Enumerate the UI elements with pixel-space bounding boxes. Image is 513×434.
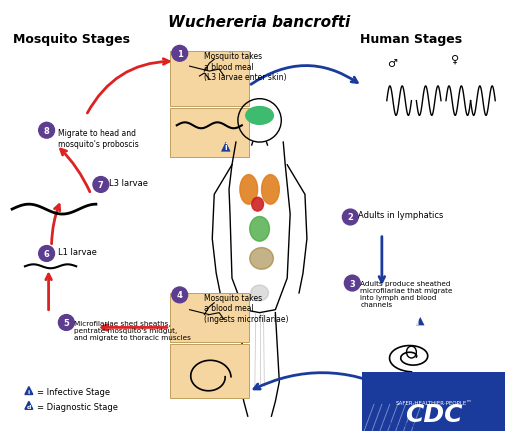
Text: SAFER·HEALTHIER·PEOPLE™: SAFER·HEALTHIER·PEOPLE™ xyxy=(396,400,472,405)
Polygon shape xyxy=(25,387,33,395)
Text: Wuchereria bancrofti: Wuchereria bancrofti xyxy=(168,15,351,30)
Ellipse shape xyxy=(250,217,269,242)
Text: Adults produce sheathed
microfilariae that migrate
into lymph and blood
channels: Adults produce sheathed microfilariae th… xyxy=(360,280,452,307)
Circle shape xyxy=(38,123,54,139)
Text: Migrate to head and
mosquito's proboscis: Migrate to head and mosquito's proboscis xyxy=(58,129,139,148)
Text: Human Stages: Human Stages xyxy=(360,33,463,46)
Circle shape xyxy=(38,246,54,262)
Text: d: d xyxy=(27,404,31,409)
Text: d: d xyxy=(414,319,419,325)
Text: CDC: CDC xyxy=(405,402,463,426)
Text: Adults in lymphatics: Adults in lymphatics xyxy=(358,210,444,219)
Text: ♂: ♂ xyxy=(387,59,397,69)
Polygon shape xyxy=(25,401,33,409)
Circle shape xyxy=(344,276,360,291)
Text: 5: 5 xyxy=(64,318,69,327)
Text: 7: 7 xyxy=(98,181,104,190)
Text: 6: 6 xyxy=(44,250,50,258)
FancyBboxPatch shape xyxy=(170,52,249,106)
FancyBboxPatch shape xyxy=(170,293,249,342)
FancyBboxPatch shape xyxy=(362,372,505,431)
Text: ♀: ♀ xyxy=(451,54,459,64)
Text: ▲: ▲ xyxy=(221,138,231,151)
Text: 1: 1 xyxy=(177,50,183,59)
Ellipse shape xyxy=(252,198,264,212)
Circle shape xyxy=(172,287,188,303)
Ellipse shape xyxy=(251,286,268,301)
Ellipse shape xyxy=(246,107,273,125)
Text: 3: 3 xyxy=(349,279,355,288)
FancyBboxPatch shape xyxy=(170,345,249,398)
Text: L1 larvae: L1 larvae xyxy=(58,247,97,256)
Circle shape xyxy=(342,210,358,225)
Circle shape xyxy=(172,46,188,62)
Text: L3 larvae: L3 larvae xyxy=(109,178,148,187)
Circle shape xyxy=(93,177,109,193)
Text: i: i xyxy=(225,143,227,152)
Text: = Infective Stage: = Infective Stage xyxy=(37,387,110,396)
FancyBboxPatch shape xyxy=(170,108,249,158)
Text: http://www.dpd.cdc.gov/dpdx: http://www.dpd.cdc.gov/dpdx xyxy=(383,421,485,427)
Ellipse shape xyxy=(250,248,273,270)
Text: Microfilariae shed sheaths,
pentrate mosquito's midgut,
and migrate to thoracic : Microfilariae shed sheaths, pentrate mos… xyxy=(74,320,191,340)
Ellipse shape xyxy=(262,175,279,205)
Text: 4: 4 xyxy=(177,291,183,300)
Circle shape xyxy=(58,315,74,331)
Text: = Diagnostic Stage: = Diagnostic Stage xyxy=(37,402,118,411)
Text: Mosquito Stages: Mosquito Stages xyxy=(13,33,130,46)
Text: 2: 2 xyxy=(347,213,353,222)
Text: ▲: ▲ xyxy=(417,315,425,325)
Ellipse shape xyxy=(240,175,258,205)
Text: i: i xyxy=(28,389,30,394)
Text: Mosquito takes
a blood meal
(L3 larvae enter skin): Mosquito takes a blood meal (L3 larvae e… xyxy=(204,52,287,82)
Text: 8: 8 xyxy=(44,126,49,135)
Text: Mosquito takes
a blood meal
(ingests microfilariae): Mosquito takes a blood meal (ingests mic… xyxy=(204,293,289,323)
